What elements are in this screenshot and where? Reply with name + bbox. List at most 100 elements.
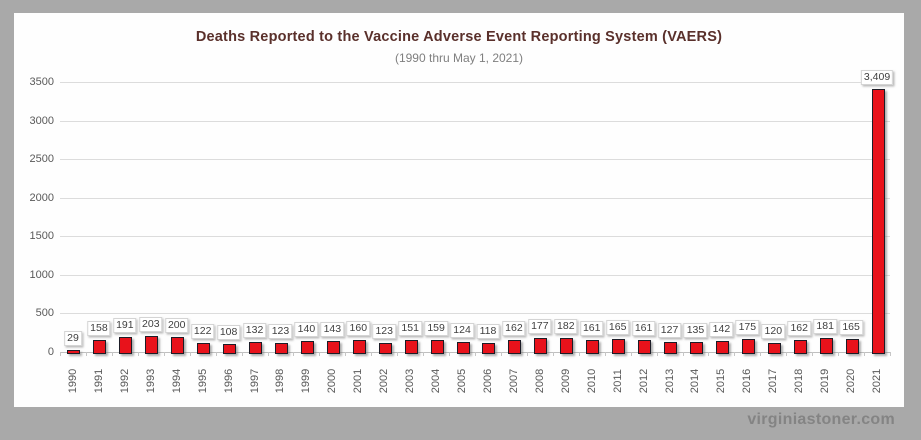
y-axis-tick-label: 2000 [29,191,54,204]
bar-2018 [793,339,807,354]
x-axis-tick-mark [241,352,243,356]
x-axis-tick-mark [890,352,891,356]
x-axis-tick-label: 2015 [715,368,728,394]
bar-value-label: 124 [450,323,474,339]
x-axis-tick-label: 2010 [585,368,598,394]
bar-1994 [171,336,185,354]
watermark: virginiastoner.com [747,411,895,428]
bar-2000 [326,340,340,354]
x-axis-tick-mark [215,352,217,356]
bar-value-label: 161 [631,320,656,336]
x-axis-tick-mark [345,352,347,356]
bar-2004 [430,339,444,354]
bar-value-label: 181 [813,319,837,335]
x-axis-tick-label: 1990 [66,368,79,394]
x-axis-tick-mark [838,352,840,356]
bar-value-label: 123 [268,323,293,339]
x-axis-tick-mark [526,352,528,356]
chart-title: Deaths Reported to the Vaccine Adverse E… [195,29,723,45]
bar-2007 [508,339,522,354]
x-axis-tick-mark [708,352,710,356]
x-axis-tick-mark [682,352,684,356]
x-axis-tick-label: 1995 [196,368,209,394]
bar-value-label: 162 [787,320,811,336]
bar-value-label: 120 [761,323,786,339]
bar-2014 [689,341,703,354]
x-axis-tick-label: 2018 [793,368,806,394]
x-axis-tick-label: 2014 [689,368,702,394]
bar-value-label: 29 [64,330,82,346]
x-axis-tick-label: 1993 [144,368,157,394]
bar-1990 [67,349,81,354]
x-axis-tick-mark [500,352,502,356]
bar-2010 [586,339,600,354]
x-axis-tick-mark [189,352,191,356]
x-axis-tick-mark [656,352,658,356]
bar-value-label: 165 [839,320,863,336]
x-axis-tick-label: 1991 [92,368,105,394]
bar-value-label: 182 [554,318,578,334]
x-axis-tick-mark [111,352,113,356]
y-axis-tick-label: 3000 [29,114,54,127]
bar-value-label: 161 [579,320,604,336]
x-axis-tick-mark [864,352,866,356]
bar-value-label: 118 [476,323,500,339]
bar-2006 [482,342,496,354]
bar-2003 [404,340,418,354]
bar-2020 [845,339,859,354]
x-axis-tick-label: 2000 [326,368,339,394]
x-axis-tick-label: 2005 [456,368,469,394]
bar-value-label: 175 [735,319,760,335]
bar-1995 [197,342,211,354]
gridline [60,236,890,238]
x-axis-tick-mark [137,352,139,356]
x-axis-tick-mark [812,352,814,356]
x-axis-tick-mark [786,352,788,356]
bar-value-label: 165 [605,320,630,336]
x-axis-tick-label: 2004 [430,368,443,394]
x-axis-tick-label: 2021 [871,368,884,394]
gridline [60,159,890,161]
x-axis-tick-label: 2009 [559,368,572,394]
bar-1997 [249,341,263,354]
x-axis-tick-label: 2017 [767,368,780,394]
x-axis-tick-label: 2003 [404,368,417,394]
x-axis-tick-label: 1997 [248,368,261,394]
x-axis-tick-mark [760,352,762,356]
bar-1998 [274,342,288,354]
x-axis-tick-mark [267,352,269,356]
x-axis-tick-label: 2006 [481,368,494,394]
x-axis-tick-label: 2013 [663,368,676,394]
bar-2011 [612,339,626,354]
bar-2019 [819,338,833,354]
gridline [60,82,890,83]
bar-value-label: 151 [398,321,422,337]
bar-2021 [871,89,885,354]
bar-1992 [119,337,133,354]
x-axis-tick-mark [60,352,61,356]
x-axis-tick-mark [552,352,554,356]
x-axis-tick-label: 2016 [741,368,754,394]
x-axis-tick-label: 1992 [118,368,131,394]
x-axis-tick-mark [163,352,165,356]
x-axis-tick-label: 2019 [819,368,832,394]
bar-2009 [560,337,574,354]
x-axis-tick-label: 2002 [378,368,391,394]
bar-value-label: 3,409 [860,70,894,86]
bar-value-label: 108 [216,324,241,340]
bar-value-label: 142 [709,322,734,338]
bar-value-label: 123 [372,323,396,339]
x-axis-tick-mark [449,352,451,356]
x-axis-tick-mark [293,352,295,356]
bar-value-label: 177 [528,319,552,335]
x-axis-tick-label: 2007 [507,368,520,394]
bar-value-label: 132 [242,322,267,338]
x-axis-tick-mark [319,352,321,356]
x-axis-tick-label: 2012 [637,368,650,394]
x-axis-tick-label: 2020 [845,368,858,394]
bar-2008 [534,338,548,354]
bar-1996 [223,343,237,354]
x-axis-tick-mark [371,352,373,356]
bar-1999 [300,341,314,354]
x-axis-tick-label: 2011 [611,369,624,393]
